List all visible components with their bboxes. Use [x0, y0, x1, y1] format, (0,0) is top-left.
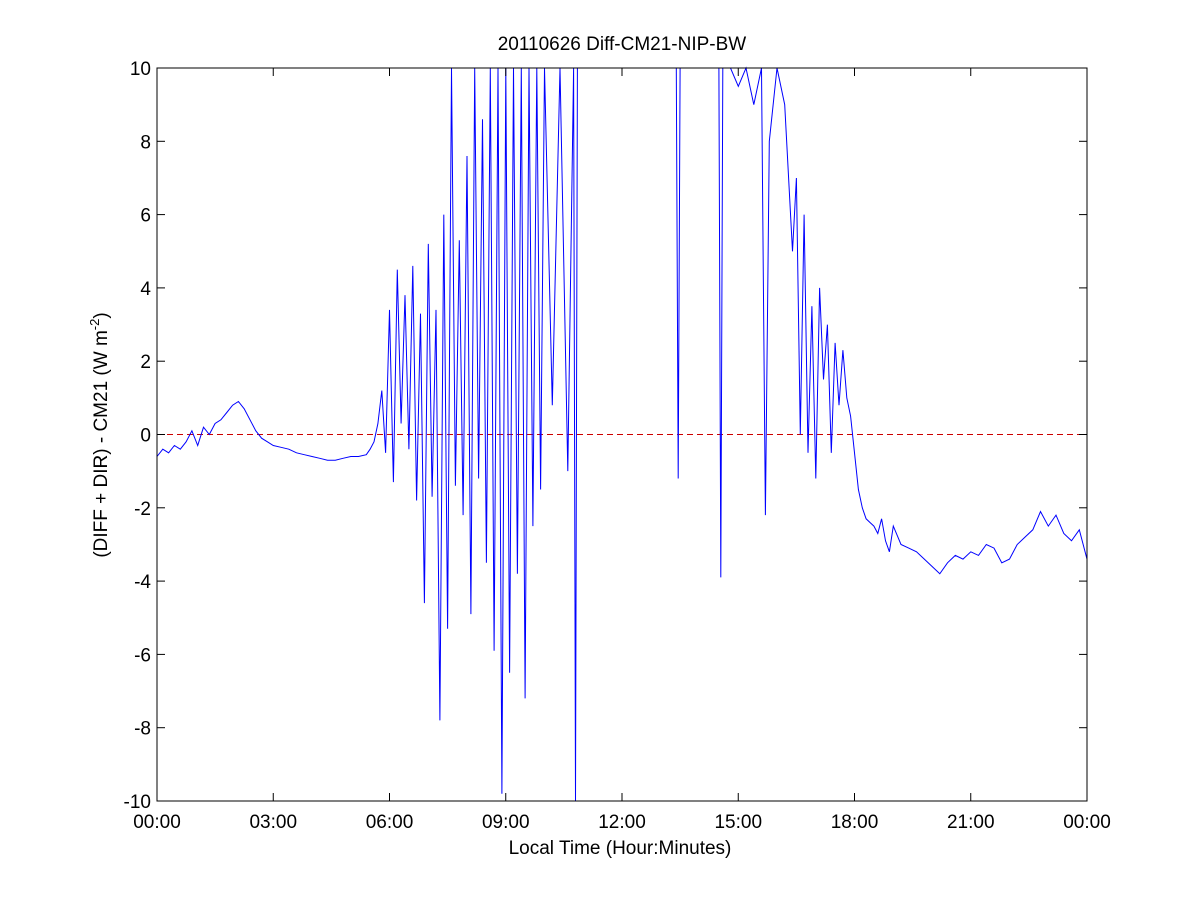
x-axis-ticks: 00:00 03:00 06:00 09:00 12:00 15:00 18:00 21:00…	[133, 68, 1111, 833]
y-tick-label: 6	[140, 206, 151, 227]
y-axis-label-superscript: -2	[87, 319, 102, 331]
x-tick-label: 03:00	[249, 812, 297, 833]
y-tick-label: 4	[140, 279, 151, 300]
y-tick-label: 10	[130, 59, 151, 80]
y-tick-label: 0	[140, 426, 151, 447]
y-tick-label: 2	[140, 352, 151, 373]
y-axis-label-suffix: )	[91, 312, 112, 318]
y-tick-label: -8	[134, 719, 151, 740]
x-tick-label: 09:00	[482, 812, 530, 833]
y-axis-label-main: (DIFF + DIR) - CM21 (W m	[91, 330, 112, 557]
x-tick-label: 21:00	[947, 812, 995, 833]
x-tick-label: 00:00	[1063, 812, 1111, 833]
x-tick-label: 06:00	[366, 812, 414, 833]
x-tick-label: 18:00	[831, 812, 879, 833]
chart-title: 20110626 Diff-CM21-NIP-BW	[498, 34, 747, 55]
x-tick-label: 12:00	[598, 812, 646, 833]
y-tick-label: -6	[134, 645, 151, 666]
x-tick-label: 00:00	[133, 812, 181, 833]
x-axis-label: Local Time (Hour:Minutes)	[509, 838, 732, 859]
y-axis-label: (DIFF + DIR) - CM21 (W m-2)	[87, 312, 112, 557]
y-tick-label: -2	[134, 499, 151, 520]
y-tick-label: -4	[134, 572, 151, 593]
x-tick-label: 15:00	[714, 812, 762, 833]
y-axis-ticks: -10 -8 -6 -4 -2 0 2 4 6 8 10	[124, 59, 1087, 813]
y-tick-label: -10	[124, 792, 151, 813]
y-tick-label: 8	[140, 132, 151, 153]
